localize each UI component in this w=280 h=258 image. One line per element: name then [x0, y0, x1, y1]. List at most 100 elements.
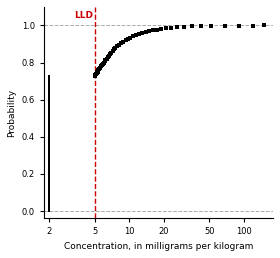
Point — [47, 182, 51, 186]
Point — [198, 24, 203, 28]
Point — [47, 199, 51, 203]
Point — [96, 69, 100, 73]
Point — [47, 119, 51, 123]
Point — [47, 137, 51, 141]
Point — [47, 198, 51, 202]
Point — [47, 178, 51, 182]
Point — [47, 84, 51, 88]
Point — [47, 101, 51, 105]
Point — [47, 186, 51, 190]
Point — [47, 192, 51, 196]
Point — [47, 195, 51, 199]
Point — [47, 110, 51, 114]
Point — [47, 208, 51, 212]
Point — [47, 185, 51, 189]
Point — [94, 72, 98, 76]
Point — [47, 154, 51, 158]
Point — [47, 75, 51, 79]
Point — [47, 153, 51, 157]
Point — [47, 152, 51, 156]
Point — [47, 134, 51, 138]
Point — [47, 106, 51, 110]
Point — [174, 25, 179, 29]
Point — [47, 80, 51, 84]
Point — [47, 124, 51, 128]
Point — [47, 98, 51, 102]
Point — [47, 123, 51, 127]
Point — [47, 202, 51, 206]
Point — [47, 158, 51, 162]
Point — [47, 174, 51, 178]
Point — [47, 190, 51, 194]
Point — [47, 167, 51, 171]
Point — [168, 26, 173, 30]
Point — [97, 67, 102, 71]
Point — [209, 24, 213, 28]
Point — [47, 120, 51, 124]
X-axis label: Concentration, in milligrams per kilogram: Concentration, in milligrams per kilogra… — [64, 242, 253, 251]
Point — [47, 111, 51, 115]
Point — [47, 181, 51, 185]
Point — [47, 87, 51, 91]
Point — [155, 28, 159, 32]
Point — [47, 113, 51, 117]
Point — [47, 138, 51, 142]
Point — [47, 157, 51, 161]
Point — [47, 129, 51, 133]
Point — [115, 44, 120, 48]
Point — [98, 66, 102, 70]
Point — [47, 83, 51, 87]
Point — [102, 59, 107, 63]
Point — [222, 24, 227, 28]
Point — [104, 57, 109, 61]
Point — [47, 90, 51, 94]
Point — [131, 34, 135, 38]
Point — [47, 166, 51, 170]
Point — [47, 183, 51, 187]
Point — [47, 173, 51, 177]
Point — [47, 127, 51, 131]
Point — [47, 85, 51, 89]
Point — [47, 168, 51, 172]
Point — [47, 79, 51, 83]
Point — [106, 55, 110, 59]
Point — [164, 26, 168, 30]
Point — [47, 179, 51, 183]
Point — [119, 41, 123, 45]
Point — [128, 36, 132, 40]
Point — [47, 118, 51, 122]
Point — [47, 88, 51, 92]
Point — [47, 132, 51, 136]
Point — [47, 78, 51, 82]
Point — [47, 91, 51, 95]
Point — [95, 69, 100, 74]
Point — [147, 29, 151, 33]
Point — [47, 109, 51, 113]
Point — [125, 37, 130, 41]
Point — [95, 70, 99, 74]
Point — [113, 46, 118, 50]
Point — [47, 143, 51, 147]
Point — [100, 63, 104, 67]
Point — [47, 108, 51, 112]
Point — [47, 115, 51, 119]
Point — [140, 31, 144, 35]
Point — [47, 74, 51, 78]
Point — [47, 94, 51, 98]
Point — [137, 32, 141, 36]
Point — [47, 141, 51, 145]
Point — [47, 103, 51, 107]
Point — [117, 43, 122, 47]
Point — [47, 117, 51, 121]
Point — [47, 145, 51, 149]
Point — [251, 23, 255, 28]
Point — [112, 47, 116, 52]
Point — [47, 148, 51, 152]
Point — [47, 133, 51, 137]
Point — [47, 142, 51, 146]
Point — [236, 23, 241, 28]
Point — [47, 171, 51, 175]
Point — [47, 146, 51, 150]
Point — [47, 96, 51, 100]
Point — [47, 165, 51, 169]
